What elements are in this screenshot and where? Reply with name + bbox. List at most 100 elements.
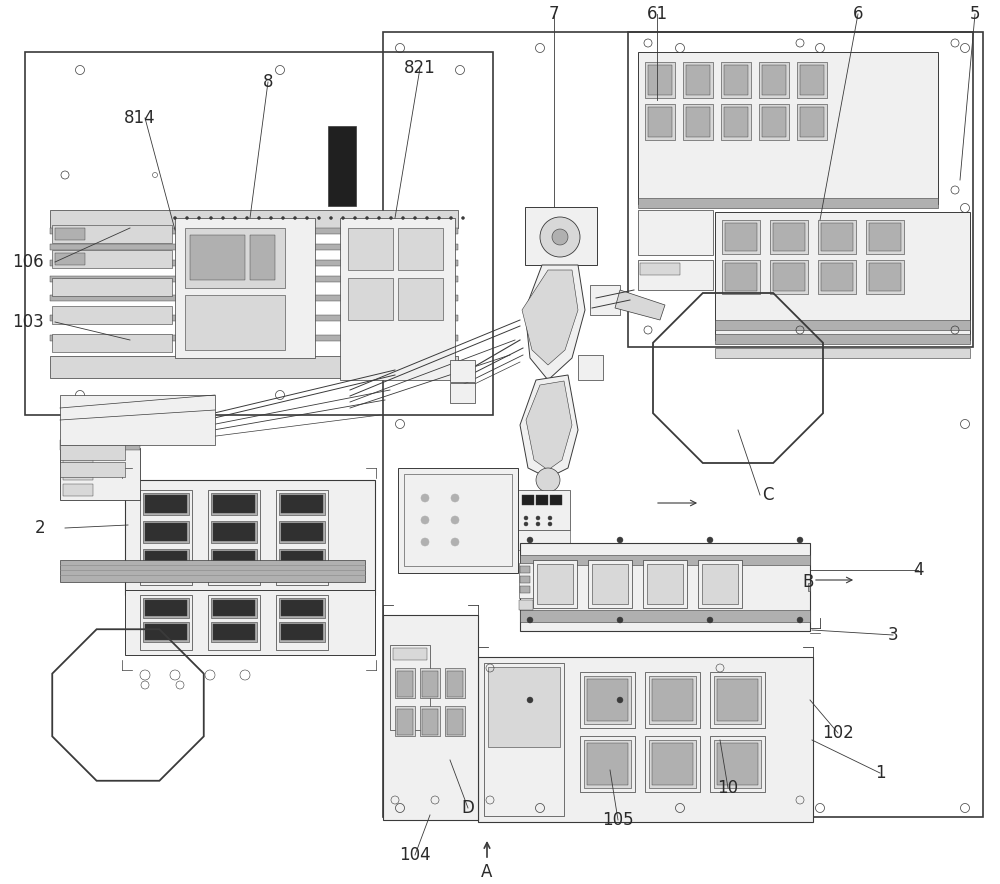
Bar [587, 679, 628, 721]
Circle shape [378, 217, 380, 219]
Circle shape [174, 217, 176, 219]
Bar [60, 448, 140, 500]
Bar [398, 468, 518, 573]
Bar [60, 440, 140, 450]
Bar [715, 320, 970, 330]
Bar [213, 600, 255, 616]
Bar [445, 668, 465, 698]
Circle shape [548, 522, 552, 526]
Bar [279, 549, 325, 571]
Circle shape [552, 229, 568, 245]
Bar [420, 668, 440, 698]
Bar [50, 315, 458, 321]
Bar [140, 490, 192, 585]
Bar [145, 495, 187, 513]
Bar [348, 228, 393, 270]
Bar [714, 740, 761, 788]
Bar [52, 278, 172, 296]
Bar [63, 468, 93, 480]
Bar [520, 586, 530, 593]
Circle shape [222, 217, 224, 219]
Bar [645, 104, 675, 140]
Bar [143, 622, 189, 642]
Polygon shape [522, 270, 578, 365]
Bar [397, 709, 413, 735]
Circle shape [617, 537, 623, 543]
Text: 61: 61 [646, 5, 668, 23]
Bar [722, 220, 760, 254]
Bar [518, 530, 570, 550]
Bar [770, 220, 808, 254]
Bar [447, 671, 463, 697]
Bar [213, 551, 255, 569]
Circle shape [527, 537, 533, 543]
Text: 103: 103 [12, 313, 44, 331]
Bar [710, 672, 765, 728]
Bar [686, 107, 710, 137]
Bar [773, 223, 805, 251]
Bar [710, 736, 765, 792]
Circle shape [366, 217, 368, 219]
Bar [445, 706, 465, 736]
Circle shape [524, 522, 528, 526]
Bar [145, 523, 187, 541]
Circle shape [354, 217, 356, 219]
Circle shape [540, 217, 580, 257]
Circle shape [536, 522, 540, 526]
Bar [698, 560, 742, 608]
Bar [383, 615, 478, 820]
Bar [725, 263, 757, 291]
Bar [800, 65, 824, 95]
Bar [638, 52, 938, 204]
Circle shape [306, 217, 308, 219]
Circle shape [414, 217, 416, 219]
Bar [537, 564, 573, 604]
Text: 8: 8 [263, 73, 273, 91]
Bar [580, 736, 635, 792]
Circle shape [438, 217, 440, 219]
Bar [550, 495, 562, 505]
Bar [638, 198, 938, 208]
Circle shape [536, 516, 540, 520]
Bar [208, 490, 260, 585]
Bar [652, 743, 693, 785]
Bar [52, 334, 172, 352]
Bar [211, 549, 257, 571]
Bar [714, 676, 761, 724]
Bar [536, 495, 548, 505]
Bar [578, 355, 603, 380]
Bar [869, 263, 901, 291]
Bar [686, 65, 710, 95]
Bar [279, 598, 325, 618]
Bar [55, 228, 85, 240]
Bar [649, 740, 696, 788]
Bar [211, 493, 257, 515]
Bar [721, 104, 751, 140]
Circle shape [462, 217, 464, 219]
Bar [648, 65, 672, 95]
Bar [522, 495, 534, 505]
Bar [488, 667, 560, 747]
Bar [398, 228, 443, 270]
Bar [721, 62, 751, 98]
Bar [211, 622, 257, 642]
Circle shape [258, 217, 260, 219]
Bar [125, 480, 375, 595]
Bar [390, 645, 430, 730]
Bar [145, 600, 187, 616]
Bar [450, 383, 475, 403]
Bar [211, 521, 257, 543]
Circle shape [318, 217, 320, 219]
Text: 106: 106 [12, 253, 44, 271]
Bar [725, 223, 757, 251]
Text: B: B [802, 573, 814, 591]
Bar [213, 523, 255, 541]
Bar [140, 595, 192, 650]
Bar [279, 622, 325, 642]
Bar [808, 583, 810, 591]
Bar [652, 679, 693, 721]
Bar [422, 671, 438, 697]
Bar [145, 624, 187, 640]
Bar [643, 560, 687, 608]
Bar [584, 676, 631, 724]
